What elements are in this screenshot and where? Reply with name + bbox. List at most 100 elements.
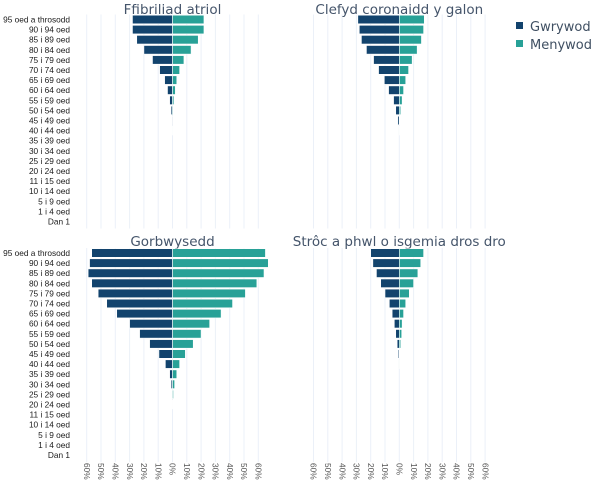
- chart-title: Gorbwysedd: [130, 234, 214, 250]
- bar-male: [91, 248, 173, 258]
- bar-female: [172, 349, 186, 359]
- x-tick-label: 40%: [452, 463, 462, 480]
- y-tick-label: 60 i 64 oed: [29, 85, 70, 95]
- x-tick-label: 40%: [225, 463, 235, 480]
- y-tick-label: 65 i 69 oed: [29, 309, 70, 319]
- x-tick-label: 10%: [380, 463, 390, 480]
- y-tick-label: 40 i 44 oed: [29, 359, 70, 369]
- bar-male: [136, 35, 173, 45]
- bar-male: [165, 359, 173, 369]
- y-tick-label: 55 i 59 oed: [29, 329, 70, 339]
- chart-panel-2: Clefyd coronaidd y galon: [313, 2, 486, 229]
- bar-male: [169, 95, 173, 105]
- bar-female: [172, 389, 174, 400]
- bar-female: [398, 298, 407, 309]
- chart-title: Clefyd coronaidd y galon: [315, 2, 483, 18]
- legend: Gwrywod Menywod: [516, 20, 592, 53]
- y-tick-label: 45 i 49 oed: [29, 116, 70, 126]
- y-tick-label: 80 i 84 oed: [29, 45, 70, 55]
- x-tick-label: 40%: [111, 463, 121, 480]
- bar-male: [97, 288, 173, 299]
- y-tick-label: 60 i 64 oed: [29, 319, 70, 329]
- y-tick-label: 10 i 14 oed: [29, 420, 70, 430]
- bar-female: [172, 278, 258, 288]
- y-tick-label: 70 i 74 oed: [29, 65, 70, 75]
- x-tick-label: 10%: [409, 463, 419, 480]
- x-tick-label: 50%: [239, 463, 249, 480]
- y-tick-label: 5 i 9 oed: [38, 430, 70, 440]
- bar-female: [172, 329, 202, 339]
- bar-female: [398, 14, 425, 25]
- bar-female: [398, 55, 413, 65]
- y-tick-label: 35 i 39 oed: [29, 369, 70, 379]
- legend-label-male: Gwrywod: [530, 20, 591, 35]
- y-tick-label: 10 i 14 oed: [29, 186, 70, 196]
- y-tick-label: Dan 1: [48, 450, 71, 460]
- x-tick-label: 10%: [153, 463, 163, 480]
- bar-male: [388, 298, 400, 309]
- bar-male: [393, 95, 400, 105]
- legend-swatch-female: [516, 40, 523, 47]
- bar-male: [87, 268, 173, 278]
- bar-female: [398, 45, 418, 55]
- y-tick-label: 11 i 15 oed: [30, 176, 71, 186]
- bar-male: [366, 45, 400, 55]
- chart-panel-4: Strôc a phwl o isgemia dros dro 60% 50% 40%…: [293, 234, 506, 480]
- y-tick-label: 25 i 29 oed: [29, 156, 70, 166]
- bar-female: [398, 308, 404, 319]
- bar-female: [172, 288, 246, 299]
- y-tick-label: 65 i 69 oed: [29, 75, 70, 85]
- y-tick-label: 25 i 29 oed: [29, 389, 70, 399]
- y-tick-label: 55 i 59 oed: [29, 95, 70, 105]
- bar-female: [172, 268, 265, 278]
- x-tick-label: 60%: [309, 463, 319, 480]
- y-tick-label: 50 i 54 oed: [29, 105, 70, 115]
- bar-male: [139, 329, 173, 339]
- bar-female: [172, 308, 222, 319]
- bar-male: [393, 319, 400, 329]
- x-tick-label: 20%: [366, 463, 376, 480]
- legend-item-female[interactable]: Menywod: [516, 38, 592, 53]
- y-tick-label: 45 i 49 oed: [29, 349, 70, 359]
- y-tick-label: 30 i 34 oed: [29, 379, 70, 389]
- y-tick-label: 85 i 89 oed: [29, 268, 70, 278]
- bar-male: [396, 339, 400, 349]
- bar-female: [398, 319, 403, 329]
- bar-female: [398, 288, 410, 299]
- legend-label-female: Menywod: [530, 38, 592, 53]
- x-tick-label: 50%: [323, 463, 333, 480]
- bar-male: [361, 35, 400, 45]
- y-tick-label: 85 i 89 oed: [29, 35, 70, 45]
- y-tick-label: 35 i 39 oed: [29, 136, 70, 146]
- bar-female: [172, 14, 205, 25]
- y-tick-label: 50 i 54 oed: [29, 339, 70, 349]
- bar-female: [398, 75, 407, 85]
- bar-male: [384, 288, 400, 299]
- x-tick-label: 30%: [125, 463, 135, 480]
- bar-female: [172, 248, 266, 258]
- bar-male: [169, 369, 173, 379]
- bar-male: [380, 278, 400, 288]
- bar-female: [172, 359, 180, 369]
- bar-female: [172, 298, 233, 309]
- bar-female: [172, 379, 175, 389]
- bar-female: [172, 95, 175, 105]
- x-tick-label: 20%: [139, 463, 149, 480]
- bar-male: [383, 75, 400, 85]
- bar-female: [172, 369, 178, 379]
- bar-male: [388, 85, 400, 95]
- x-tick-label: 60%: [480, 463, 490, 480]
- legend-item-male[interactable]: Gwrywod: [516, 20, 591, 35]
- bar-female: [172, 65, 180, 75]
- bar-male: [373, 55, 400, 65]
- bar-female: [172, 55, 185, 65]
- x-tick-label: 20%: [423, 463, 433, 480]
- x-tick-label: 0%: [168, 463, 178, 476]
- bar-female: [172, 319, 210, 329]
- bar-male: [159, 65, 173, 75]
- x-tick-label: 50%: [466, 463, 476, 480]
- y-tick-label: 95 oed a throsodd: [3, 248, 70, 258]
